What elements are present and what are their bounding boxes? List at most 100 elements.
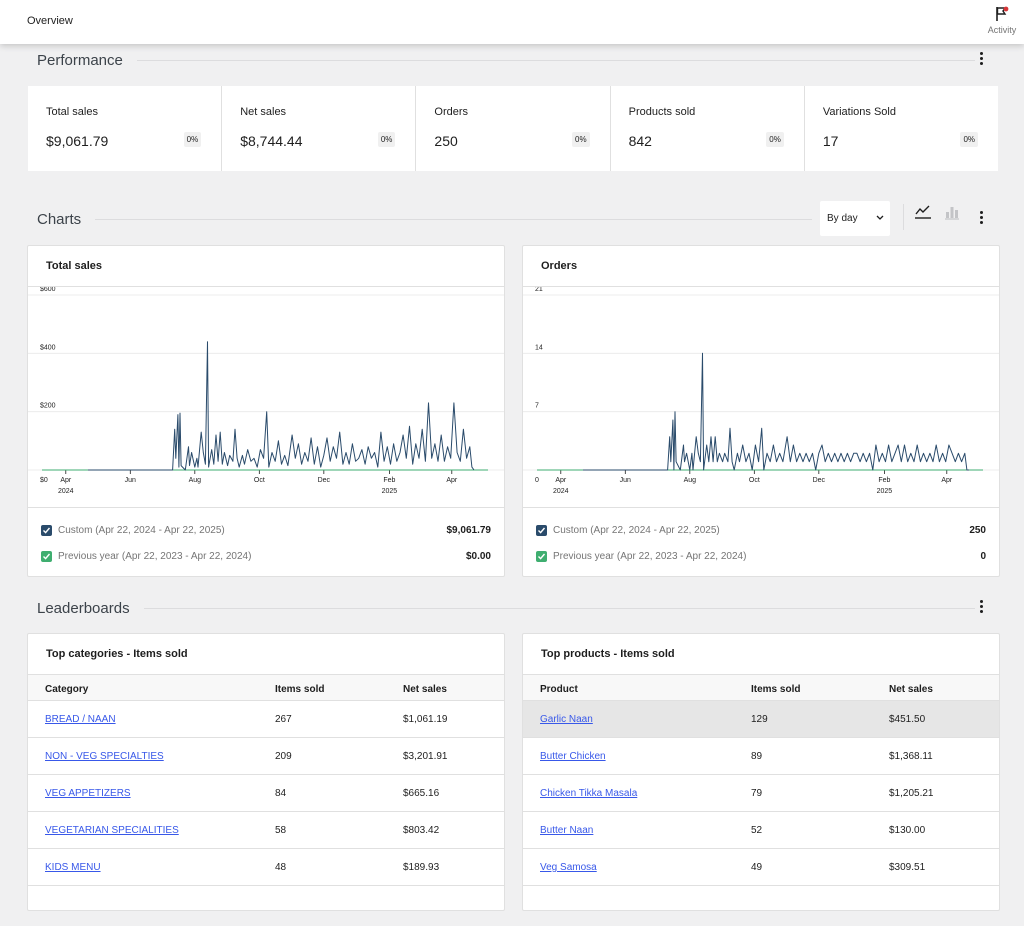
x-tick-label: Apr — [446, 477, 458, 484]
leaderboards-more-icon[interactable] — [975, 599, 987, 615]
metric-delta-badge: 0% — [766, 132, 784, 147]
net-sales-cell: $1,205.21 — [889, 788, 934, 799]
net-sales-cell: $665.16 — [403, 788, 440, 799]
line-chart-icon[interactable] — [914, 204, 932, 220]
series-line-current — [583, 352, 969, 471]
legend-item-previous[interactable]: Previous year (Apr 22, 2023 - Apr 22, 20… — [536, 551, 986, 565]
top-products-panel: Top products - Items sold Product Items … — [522, 633, 1000, 911]
items-sold-cell: 52 — [751, 825, 763, 836]
y-tick-label: 0 — [535, 477, 539, 484]
checkbox-checked-icon[interactable] — [536, 551, 547, 562]
table-row: BREAD / NAAN 267 $1,061.19 — [28, 701, 504, 738]
x-tick-label: Feb — [383, 477, 395, 484]
items-sold-cell: 209 — [275, 751, 292, 762]
category-link[interactable]: VEG APPETIZERS — [45, 788, 131, 799]
x-tick-year-label: 2025 — [877, 488, 893, 495]
net-sales-cell: $3,201.91 — [403, 751, 448, 762]
category-link[interactable]: NON - VEG SPECIALTIES — [45, 751, 164, 762]
legend-item-current[interactable]: Custom (Apr 22, 2024 - Apr 22, 2025) $9,… — [41, 525, 491, 539]
y-tick-label: 21 — [535, 287, 543, 293]
table-row: Veg Samosa 49 $309.51 — [523, 849, 999, 886]
chart-panel-total-sales: Total sales $0 $200 $400 $600 Apr 2024 Jun Aug O… — [27, 245, 505, 577]
product-link[interactable]: Butter Chicken — [540, 751, 606, 762]
product-link[interactable]: Chicken Tikka Masala — [540, 788, 638, 799]
items-sold-cell: 89 — [751, 751, 763, 762]
total-sales-chart[interactable]: $0 $200 $400 $600 Apr 2024 Jun Aug Oct Dec Feb 2025… — [28, 287, 504, 507]
net-sales-cell: $309.51 — [889, 862, 926, 873]
metric-value: 17 — [822, 133, 839, 149]
metric-label: Total sales — [46, 106, 98, 118]
metric-products-sold[interactable]: Products sold 842 0% — [611, 86, 805, 171]
metric-orders[interactable]: Orders 250 0% — [416, 86, 611, 171]
leaderboards-header: Leaderboards — [37, 596, 987, 620]
items-sold-cell: 129 — [751, 714, 768, 725]
divider — [28, 286, 504, 287]
metric-delta-badge: 0% — [960, 132, 979, 147]
chevron-down-icon — [876, 215, 884, 220]
chart-title: Total sales — [46, 260, 103, 272]
divider — [523, 507, 999, 508]
charts-more-icon[interactable] — [975, 210, 987, 226]
column-header[interactable]: Category — [45, 684, 89, 695]
product-link[interactable]: Veg Samosa — [540, 862, 597, 873]
column-header[interactable]: Net sales — [403, 684, 447, 695]
performance-more-icon[interactable] — [975, 51, 987, 67]
column-header[interactable]: Items sold — [751, 684, 801, 695]
table-row: Chicken Tikka Masala 79 $1,205.21 — [523, 775, 999, 812]
divider — [132, 60, 975, 61]
x-tick-label: Aug — [684, 477, 697, 484]
chart-title: Orders — [541, 260, 578, 272]
interval-select[interactable]: By day — [820, 201, 890, 236]
activity-button[interactable]: Activity — [984, 6, 1020, 35]
legend-item-previous[interactable]: Previous year (Apr 22, 2023 - Apr 22, 20… — [41, 551, 491, 565]
column-header[interactable]: Net sales — [889, 684, 933, 695]
x-tick-label: Jun — [125, 477, 136, 484]
metric-net-sales[interactable]: Net sales $8,744.44 0% — [222, 86, 417, 171]
legend-item-current[interactable]: Custom (Apr 22, 2024 - Apr 22, 2025) 250 — [536, 525, 986, 539]
table-header: Category Items sold Net sales — [28, 674, 504, 701]
legend-value: $9,061.79 — [446, 525, 492, 536]
category-link[interactable]: BREAD / NAAN — [45, 714, 116, 725]
legend-value: 250 — [969, 525, 986, 536]
metric-label: Orders — [434, 106, 469, 118]
leaderboard-title: Top products - Items sold — [541, 648, 675, 660]
charts-title: Charts — [37, 211, 96, 228]
metric-value: 842 — [628, 133, 652, 149]
items-sold-cell: 58 — [275, 825, 287, 836]
page-title: Overview — [27, 15, 73, 27]
metric-delta-badge: 0% — [183, 132, 202, 147]
column-header[interactable]: Items sold — [275, 684, 325, 695]
orders-chart[interactable]: 0 7 14 21 Apr 2024 Jun Aug Oct Dec Feb 2025 Apr — [523, 287, 999, 507]
checkbox-checked-icon[interactable] — [41, 525, 52, 536]
x-tick-label: Dec — [318, 477, 331, 484]
y-tick-label: 14 — [535, 344, 543, 351]
checkbox-checked-icon[interactable] — [536, 525, 547, 536]
y-tick-label: $0 — [40, 477, 48, 484]
table-row: Garlic Naan 129 $451.50 — [523, 701, 999, 738]
net-sales-cell: $803.42 — [403, 825, 440, 836]
table-row: NON - VEG SPECIALTIES 209 $3,201.91 — [28, 738, 504, 775]
checkbox-checked-icon[interactable] — [41, 551, 52, 562]
product-link[interactable]: Butter Naan — [540, 825, 594, 836]
product-link[interactable]: Garlic Naan — [540, 714, 593, 725]
metric-delta-badge: 0% — [377, 132, 396, 147]
divider — [132, 608, 975, 609]
table-row: Butter Naan 52 $130.00 — [523, 812, 999, 849]
charts-header: Charts — [37, 207, 987, 231]
column-header[interactable]: Product — [540, 684, 578, 695]
divider — [903, 204, 904, 230]
bar-chart-icon[interactable] — [944, 205, 960, 220]
metric-label: Variations Sold — [822, 106, 896, 118]
activity-label: Activity — [987, 25, 1017, 35]
category-link[interactable]: VEGETARIAN SPECIALITIES — [45, 825, 179, 836]
metric-delta-badge: 0% — [572, 132, 590, 147]
x-tick-label: Oct — [749, 477, 760, 484]
category-link[interactable]: KIDS MENU — [45, 862, 101, 873]
leaderboards-title: Leaderboards — [37, 600, 144, 617]
metric-label: Net sales — [240, 106, 287, 118]
metric-total-sales[interactable]: Total sales $9,061.79 0% — [28, 86, 223, 171]
top-bar: Overview Activity — [0, 0, 1024, 44]
x-tick-label: Jun — [620, 477, 631, 484]
top-categories-panel: Top categories - Items sold Category Ite… — [27, 633, 505, 911]
metric-variations-sold[interactable]: Variations Sold 17 0% — [805, 86, 998, 171]
